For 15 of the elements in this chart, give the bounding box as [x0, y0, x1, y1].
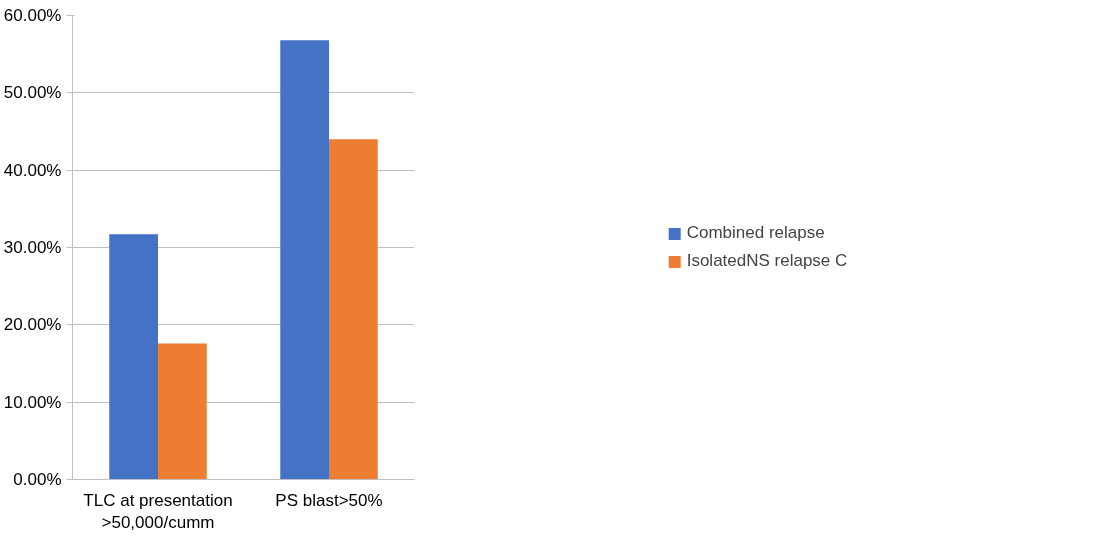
y-tick-label: 60.00% [3, 6, 62, 25]
x-tick-label: TLC at presentation >50,000/cumm [83, 490, 233, 533]
bar [158, 343, 207, 480]
bar [329, 139, 378, 480]
bar [280, 40, 329, 480]
y-tick-label: 10.00% [3, 392, 62, 412]
y-tick-label: 20.00% [3, 315, 62, 335]
legend-label: IsolatedNS relapse C [686, 251, 848, 271]
y-tick-label: 0.00% [13, 470, 62, 489]
legend-label: Combined relapse [686, 223, 825, 243]
y-tick-label: 40.00% [3, 160, 62, 180]
x-tick-label: PS blast>50% [275, 490, 383, 510]
y-tick-label: 30.00% [3, 238, 62, 257]
y-tick-label: 50.00% [3, 83, 62, 103]
bar [109, 234, 158, 480]
